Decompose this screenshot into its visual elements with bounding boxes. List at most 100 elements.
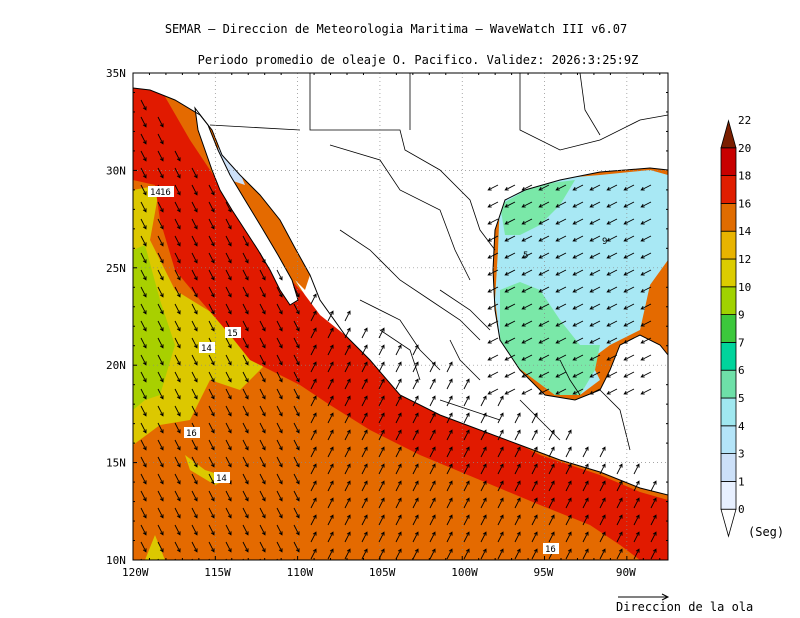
wave-arrow <box>174 354 181 366</box>
wave-arrow <box>225 286 232 298</box>
wave-arrow <box>378 378 385 390</box>
lat-tick-label: 35N <box>106 67 126 80</box>
wave-arrow <box>157 405 164 417</box>
wave-arrow <box>606 235 618 242</box>
lon-tick-label: 105W <box>369 566 396 579</box>
wave-arrow <box>589 286 601 293</box>
wave-arrow <box>259 490 266 502</box>
wave-arrow <box>174 167 181 179</box>
wave-arrow <box>157 473 164 485</box>
wave-arrow <box>174 252 181 264</box>
wave-arrow <box>497 395 504 407</box>
wave-arrow <box>606 184 618 191</box>
wave-arrow <box>293 490 300 502</box>
wave-arrow <box>174 405 181 417</box>
colorbar-label: 7 <box>738 336 745 349</box>
wave-arrow <box>208 218 215 230</box>
wave-arrow <box>521 354 533 361</box>
wave-arrow <box>344 361 351 373</box>
wave-arrow <box>361 446 368 458</box>
wave-arrow <box>276 405 283 417</box>
wave-arrow <box>225 354 232 366</box>
wave-arrow <box>276 371 283 383</box>
wave-arrow <box>208 507 215 519</box>
wave-arrow <box>140 269 147 281</box>
wave-arrow <box>259 439 266 451</box>
wave-arrow <box>157 320 164 332</box>
wave-arrow <box>412 412 419 424</box>
wave-arrow <box>412 344 419 356</box>
wave-arrow <box>599 514 606 526</box>
wave-arrow <box>191 388 198 400</box>
wave-arrow <box>548 497 555 509</box>
wave-arrow <box>344 446 351 458</box>
wave-arrow <box>157 201 164 213</box>
wave-arrow <box>640 286 652 293</box>
colorbar-bin <box>720 508 737 538</box>
wave-arrow <box>606 269 618 276</box>
colorbar-bin <box>720 314 737 343</box>
wave-arrow <box>174 422 181 434</box>
wave-arrow <box>582 463 589 475</box>
wave-arrow <box>191 337 198 349</box>
wave-arrow <box>157 388 164 400</box>
wave-arrow <box>555 388 567 395</box>
wave-arrow <box>242 439 249 451</box>
wave-arrow <box>497 548 504 560</box>
wave-arrow <box>208 490 215 502</box>
wave-arrow <box>565 463 572 475</box>
wave-arrow <box>327 395 334 407</box>
wave-arrow <box>242 354 249 366</box>
wave-arrow <box>633 480 640 492</box>
wave-arrow <box>378 514 385 526</box>
wave-arrow <box>446 531 453 543</box>
wave-arrow <box>395 463 402 475</box>
wave-arrow <box>446 361 453 373</box>
wave-arrow <box>293 473 300 485</box>
wave-arrow <box>514 548 521 560</box>
wave-arrow <box>497 429 504 441</box>
wave-arrow <box>395 446 402 458</box>
wave-arrow <box>293 320 300 332</box>
wave-arrow <box>140 490 147 502</box>
wave-arrow <box>531 429 538 441</box>
wave-arrow <box>521 388 533 395</box>
wave-arrow <box>327 412 334 424</box>
wave-arrow <box>344 463 351 475</box>
wave-arrow <box>276 388 283 400</box>
wave-arrow <box>276 524 283 536</box>
wave-arrow <box>623 184 635 191</box>
wave-arrow <box>208 201 215 213</box>
wave-arrow <box>514 429 521 441</box>
wave-arrow <box>463 395 470 407</box>
wave-arrow <box>191 524 198 536</box>
wave-arrow <box>504 388 516 395</box>
wave-arrow <box>242 252 249 264</box>
colorbar-bin <box>720 397 737 427</box>
wave-arrow <box>572 184 584 191</box>
wave-arrow <box>259 371 266 383</box>
wave-arrow <box>225 422 232 434</box>
lat-tick-label: 15N <box>106 457 126 470</box>
wave-arrow <box>548 480 555 492</box>
colorbar-bin <box>720 369 737 399</box>
wave-arrow <box>259 286 266 298</box>
wave-arrow <box>599 463 606 475</box>
wave-arrow <box>140 184 147 196</box>
wave-arrow <box>446 378 453 390</box>
wave-arrow <box>395 378 402 390</box>
wave-arrow <box>191 167 198 179</box>
wave-arrow <box>623 388 635 395</box>
wave-arrow <box>293 541 300 553</box>
colorbar-label: 18 <box>738 170 751 183</box>
wave-arrow <box>446 412 453 424</box>
wave-arrow <box>487 337 499 344</box>
wave-arrow <box>589 252 601 259</box>
wave-arrow <box>259 507 266 519</box>
wave-arrow <box>463 429 470 441</box>
wave-arrow <box>276 337 283 349</box>
colorbar-label: 20 <box>738 142 751 155</box>
wave-arrow <box>395 361 402 373</box>
wave-arrow <box>487 218 499 225</box>
wave-arrow <box>140 422 147 434</box>
